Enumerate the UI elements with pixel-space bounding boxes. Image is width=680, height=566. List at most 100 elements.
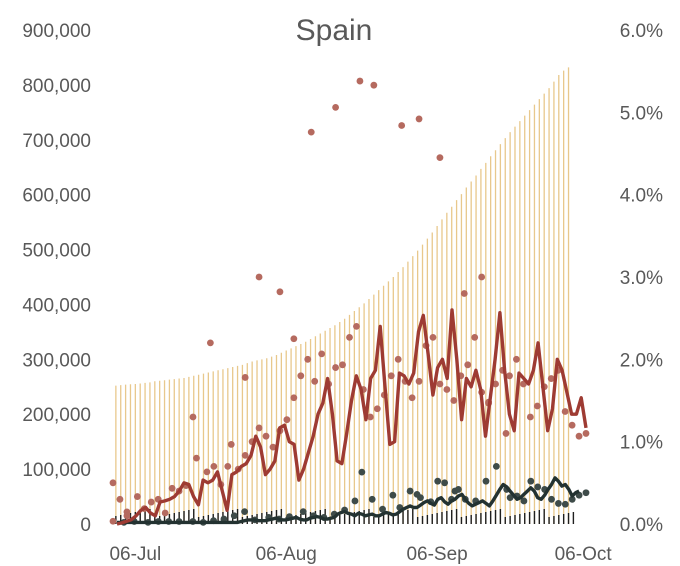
ratio-point	[506, 494, 514, 502]
x-tick-label: 06-Aug	[256, 544, 317, 565]
y-left-tick-label: 500,000	[22, 241, 91, 262]
y-left-tick-label: 200,000	[22, 405, 91, 426]
ratio-point	[561, 500, 569, 508]
ratio-point	[520, 497, 528, 505]
x-tick-label: 06-Jul	[109, 544, 161, 565]
y-right-ticks: 0.0% 1.0% 2.0% 3.0% 4.0% 5.0% 6.0%	[620, 21, 663, 536]
daily-cases-point	[450, 397, 458, 404]
daily-cases-point	[478, 273, 486, 281]
y-right-tick-label: 3.0%	[620, 268, 663, 289]
ratio-point	[534, 483, 542, 491]
ratio-point	[230, 512, 238, 520]
daily-cases-point	[526, 413, 534, 421]
ratio-point	[482, 477, 490, 485]
ratio-point	[455, 486, 462, 493]
ratio-point	[389, 491, 397, 499]
y-right-tick-label: 1.0%	[620, 433, 663, 454]
daily-cases-point	[346, 333, 353, 341]
daily-cases-point	[533, 402, 541, 410]
daily-cases-point	[109, 517, 117, 525]
daily-cases-point	[370, 81, 378, 89]
daily-cases-point	[373, 405, 381, 413]
daily-cases-point	[582, 430, 590, 437]
ratio-point	[406, 487, 414, 495]
daily-cases-point	[276, 288, 284, 296]
daily-cases-point	[353, 323, 360, 330]
ratio-point	[492, 462, 500, 470]
daily-cases-point	[297, 372, 305, 380]
y-left-tick-label: 400,000	[22, 295, 91, 316]
y-left-tick-label: 900,000	[22, 21, 91, 42]
y-right-tick-label: 4.0%	[620, 186, 663, 207]
daily-cases-point	[255, 424, 263, 432]
ratio-point	[368, 495, 376, 503]
series-lines	[116, 308, 588, 526]
daily-cases-point	[269, 443, 277, 451]
y-right-tick-label: 6.0%	[620, 21, 663, 42]
daily-cases-point	[227, 441, 235, 448]
daily-cases-point	[290, 335, 298, 343]
daily-cases-point	[241, 451, 249, 459]
daily-cases-point	[366, 413, 374, 421]
daily-cases-point	[575, 432, 583, 440]
ratio-point	[358, 468, 366, 476]
daily-cases-point	[429, 333, 437, 341]
daily-cases-point	[262, 432, 270, 440]
daily-cases-point	[203, 468, 211, 476]
daily-cases-point	[460, 290, 468, 297]
daily-cases-point	[408, 394, 416, 402]
daily-cases-point	[506, 372, 513, 380]
ratio-point	[299, 508, 307, 516]
ratio-point	[241, 508, 248, 516]
y-right-tick-label: 0.0%	[620, 515, 663, 536]
daily-cases-point	[332, 103, 339, 111]
daily-cases-point	[161, 509, 169, 517]
y-left-tick-label: 100,000	[22, 460, 91, 481]
ratio-point	[379, 505, 386, 513]
daily-cases-point	[168, 484, 176, 492]
daily-cases-point	[193, 454, 200, 462]
x-tick-label: 06-Oct	[555, 544, 613, 565]
daily-cases-point	[561, 408, 569, 415]
ratio-point	[441, 479, 449, 487]
ratio-point	[555, 500, 562, 507]
daily-cases-point	[502, 430, 510, 437]
daily-cases-point	[436, 154, 444, 162]
daily-cases-point	[109, 479, 117, 487]
daily-cases-point	[415, 115, 423, 123]
daily-cases-point	[189, 413, 197, 421]
y-left-tick-label: 0	[80, 515, 91, 536]
y-left-tick-label: 600,000	[22, 186, 91, 207]
daily-cases-point	[568, 421, 576, 429]
daily-cases-point	[513, 355, 520, 363]
ratio-point	[582, 489, 590, 497]
daily-cases-point	[147, 498, 155, 506]
ratio-point	[417, 494, 424, 502]
daily-cases-point	[464, 361, 472, 369]
daily-cases-point	[123, 512, 131, 520]
ratio-point	[568, 495, 576, 503]
daily-cases-point	[394, 355, 402, 363]
daily-cases-point	[398, 122, 406, 129]
y-right-tick-label: 2.0%	[620, 350, 663, 371]
daily-cases-point	[133, 493, 141, 500]
daily-cases-point	[332, 364, 339, 371]
daily-cases-point	[339, 361, 346, 369]
ratio-point	[434, 477, 442, 485]
daily-cases-point	[547, 375, 555, 382]
daily-cases-point	[116, 495, 124, 503]
daily-cases-point	[290, 394, 298, 402]
x-ticks: 06-Jul 06-Aug 06-Sep 06-Oct	[109, 544, 612, 565]
daily-cases-point	[311, 377, 319, 385]
daily-cases-line	[116, 308, 588, 526]
chart-title: Spain	[296, 14, 373, 47]
ratio-line	[117, 476, 580, 525]
daily-cases-point	[304, 355, 312, 363]
ratio-point	[527, 477, 535, 485]
daily-cases-point	[307, 128, 315, 136]
daily-cases-point	[471, 333, 479, 341]
daily-cases-point	[356, 77, 364, 85]
daily-cases-point	[443, 386, 451, 393]
daily-cases-point	[387, 372, 395, 380]
